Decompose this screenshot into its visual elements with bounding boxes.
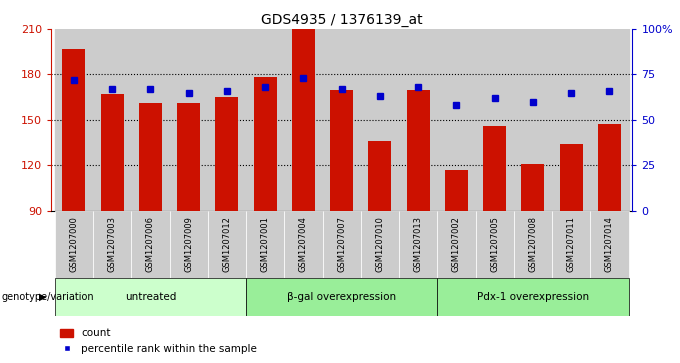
Bar	[361, 29, 399, 211]
Text: GSM1207001: GSM1207001	[260, 216, 270, 272]
Text: GSM1207010: GSM1207010	[375, 216, 384, 272]
Text: GSM1207000: GSM1207000	[69, 216, 78, 272]
Bar	[93, 29, 131, 211]
Text: GSM1207006: GSM1207006	[146, 216, 155, 272]
Bar	[208, 29, 246, 211]
Bar	[552, 29, 590, 211]
Bar	[514, 29, 552, 211]
Bar	[246, 29, 284, 211]
Text: GSM1207004: GSM1207004	[299, 216, 308, 272]
Text: GSM1207009: GSM1207009	[184, 216, 193, 272]
Text: ▶: ▶	[39, 292, 46, 302]
Bar	[598, 124, 621, 211]
Bar	[131, 29, 169, 211]
Bar	[284, 29, 322, 211]
Bar	[399, 29, 437, 211]
Text: untreated: untreated	[124, 292, 176, 302]
Bar	[169, 29, 208, 211]
Bar	[139, 103, 162, 211]
Text: GSM1207012: GSM1207012	[222, 216, 231, 272]
Legend: count, percentile rank within the sample: count, percentile rank within the sample	[56, 324, 261, 358]
Bar	[292, 29, 315, 211]
FancyBboxPatch shape	[208, 211, 246, 278]
FancyBboxPatch shape	[169, 211, 208, 278]
Bar	[55, 29, 93, 211]
Text: GSM1207013: GSM1207013	[413, 216, 423, 272]
Bar	[330, 90, 353, 211]
Text: β-gal overexpression: β-gal overexpression	[287, 292, 396, 302]
Text: GSM1207011: GSM1207011	[566, 216, 576, 272]
Text: GSM1207002: GSM1207002	[452, 216, 461, 272]
FancyBboxPatch shape	[246, 211, 284, 278]
Bar	[437, 29, 475, 211]
Bar	[177, 103, 200, 211]
FancyBboxPatch shape	[131, 211, 169, 278]
Text: GSM1207014: GSM1207014	[605, 216, 614, 272]
Bar	[522, 164, 545, 211]
Bar	[407, 90, 430, 211]
FancyBboxPatch shape	[590, 211, 628, 278]
FancyBboxPatch shape	[55, 211, 93, 278]
Bar	[483, 126, 506, 211]
Bar	[560, 144, 583, 211]
Text: genotype/variation: genotype/variation	[1, 292, 94, 302]
Bar	[216, 97, 239, 211]
Bar	[590, 29, 628, 211]
Bar	[63, 49, 86, 211]
FancyBboxPatch shape	[475, 211, 514, 278]
Text: GSM1207005: GSM1207005	[490, 216, 499, 272]
Bar	[322, 29, 361, 211]
Text: GSM1207007: GSM1207007	[337, 216, 346, 272]
FancyBboxPatch shape	[552, 211, 590, 278]
Text: GSM1207008: GSM1207008	[528, 216, 537, 272]
FancyBboxPatch shape	[399, 211, 437, 278]
FancyBboxPatch shape	[284, 211, 322, 278]
Text: GSM1207003: GSM1207003	[107, 216, 117, 272]
FancyBboxPatch shape	[437, 211, 475, 278]
FancyBboxPatch shape	[246, 278, 437, 316]
Bar	[445, 170, 468, 211]
Bar	[254, 77, 277, 211]
FancyBboxPatch shape	[514, 211, 552, 278]
Title: GDS4935 / 1376139_at: GDS4935 / 1376139_at	[261, 13, 422, 26]
FancyBboxPatch shape	[361, 211, 399, 278]
FancyBboxPatch shape	[322, 211, 361, 278]
Bar	[475, 29, 514, 211]
FancyBboxPatch shape	[437, 278, 628, 316]
Bar	[369, 141, 392, 211]
Bar	[101, 94, 124, 211]
Text: Pdx-1 overexpression: Pdx-1 overexpression	[477, 292, 589, 302]
FancyBboxPatch shape	[93, 211, 131, 278]
FancyBboxPatch shape	[55, 278, 246, 316]
